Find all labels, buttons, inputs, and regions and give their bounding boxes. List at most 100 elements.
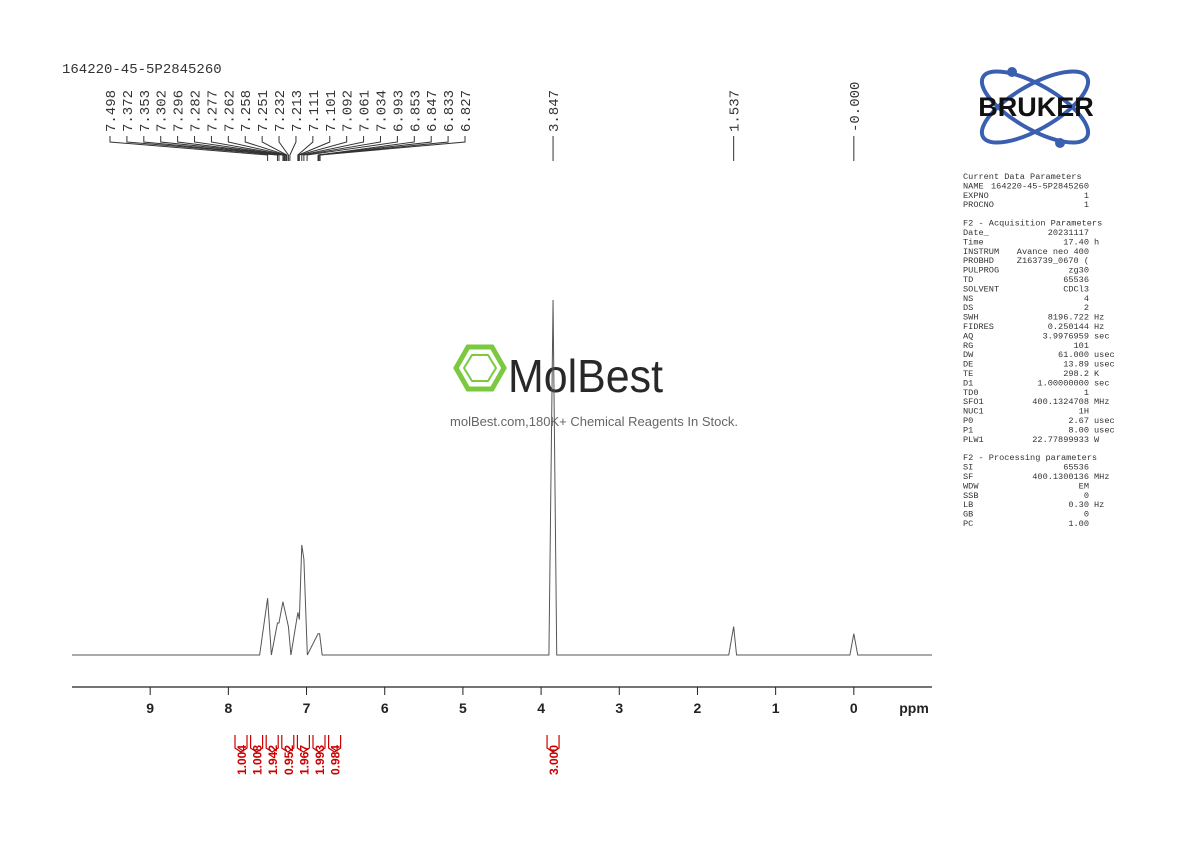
peak-connector (143, 136, 280, 161)
param-value: 61.000 (1058, 350, 1089, 360)
param-value: 1.00 (1068, 519, 1089, 529)
peak-connector (177, 136, 284, 161)
peak-label: 7.282 (189, 90, 205, 132)
param-unit: sec (1094, 378, 1109, 388)
param-value: 0.250144 (1048, 322, 1089, 332)
peak-label: 1.537 (728, 90, 744, 132)
param-value: 1 (1084, 191, 1089, 201)
peak-label: 7.111 (307, 90, 323, 132)
param-value: 13.89 (1063, 360, 1089, 370)
param-name: P1 (963, 425, 973, 435)
peak-connector (210, 136, 286, 161)
peak-connector (289, 136, 297, 161)
param-name: SSB (963, 491, 978, 501)
param-value: zg30 (1068, 266, 1089, 276)
peak-label: 3.847 (547, 90, 563, 132)
bruker-logo: BRUKER (978, 67, 1094, 148)
param-name: DW (963, 350, 974, 360)
param-name: LB (963, 500, 973, 510)
peak-label: 7.034 (374, 90, 390, 132)
param-unit: Hz (1094, 500, 1104, 510)
param-name: NS (963, 294, 973, 304)
peak-connector (297, 136, 314, 161)
spectrum-line (72, 299, 932, 656)
peak-connector (244, 136, 287, 161)
param-value: 65536 (1063, 463, 1089, 473)
param-value: 1 (1084, 200, 1089, 210)
peak-label: 7.372 (121, 90, 137, 132)
integral-label: 1.008 (251, 745, 265, 775)
param-value: 8196.722 (1048, 313, 1089, 323)
param-name: PLW1 (963, 435, 984, 445)
param-unit: sec (1094, 331, 1109, 341)
watermark-brand: MolBest (508, 350, 663, 402)
param-name: SWH (963, 313, 978, 323)
param-value: 400.1300136 (1032, 472, 1089, 482)
param-section-title: Current Data Parameters (963, 172, 1082, 182)
param-value: 2 (1084, 303, 1089, 313)
integral-bracket (546, 735, 560, 753)
peak-connector (301, 136, 365, 161)
param-section-title: F2 - Processing parameters (963, 453, 1097, 463)
integral-bracket (281, 735, 295, 753)
peak-label: 7.498 (104, 90, 120, 132)
param-name: Time (963, 237, 984, 247)
peak-label: -0.000 (848, 82, 864, 132)
integral-label: 1.967 (297, 745, 311, 775)
param-section-title: F2 - Acquisition Parameters (963, 219, 1102, 229)
peak-label: 7.258 (239, 90, 255, 132)
x-tick-label: 4 (537, 700, 545, 716)
param-value: 0.30 (1068, 500, 1089, 510)
param-name: AQ (963, 331, 973, 341)
x-tick-label: 3 (615, 700, 623, 716)
param-name: WDW (963, 481, 979, 491)
peak-label: 7.213 (290, 90, 306, 132)
param-value: 164220-45-5P2845260 (991, 181, 1089, 191)
chart-title: 164220-45-5P2845260 (62, 62, 222, 78)
param-value: 20231117 (1048, 228, 1089, 238)
peak-label: 6.853 (408, 90, 424, 132)
param-name: FIDRES (963, 322, 994, 332)
integral-label: 1.004 (235, 745, 249, 775)
watermark-tagline: molBest.com,180K+ Chemical Reagents In S… (450, 414, 738, 429)
param-name: RG (963, 341, 973, 351)
peak-connector (319, 136, 449, 161)
peak-connector (278, 136, 289, 161)
param-value: 400.1324708 (1032, 397, 1089, 407)
logo-text: BRUKER (978, 92, 1094, 122)
param-unit: usec (1094, 350, 1115, 360)
peak-label: 6.847 (425, 90, 441, 132)
param-unit: MHz (1094, 397, 1109, 407)
x-tick-label: 5 (459, 700, 467, 716)
param-name: PROBHD (963, 256, 994, 266)
peak-label: 7.296 (172, 90, 188, 132)
param-value: 2.67 (1068, 416, 1089, 426)
param-name: DS (963, 303, 973, 313)
integral-bracket (328, 735, 342, 753)
param-value: 17.40 (1063, 237, 1089, 247)
param-name: SI (963, 463, 973, 473)
integral-bracket (234, 735, 248, 753)
param-name: Date_ (963, 228, 990, 238)
peak-connector (298, 136, 348, 161)
param-name: TD0 (963, 388, 978, 398)
peak-connector (319, 136, 466, 161)
param-value: 65536 (1063, 275, 1089, 285)
param-unit: h (1094, 237, 1099, 247)
param-value: EM (1079, 481, 1089, 491)
param-value: 1.00000000 (1037, 378, 1089, 388)
param-value: CDCl3 (1063, 284, 1089, 294)
watermark: MolBest molBest.com,180K+ Chemical Reage… (450, 344, 738, 429)
param-value: 4 (1084, 294, 1089, 304)
param-name: DE (963, 360, 973, 370)
param-name: PC (963, 519, 973, 529)
integral-label: 0.984 (329, 745, 343, 775)
param-name: TD (963, 275, 973, 285)
peak-connector (109, 136, 269, 161)
integral-bracket (296, 735, 310, 753)
param-value: 1 (1084, 388, 1089, 398)
param-name: SOLVENT (963, 284, 999, 294)
param-name: SFO1 (963, 397, 984, 407)
param-unit: Hz (1094, 313, 1104, 323)
